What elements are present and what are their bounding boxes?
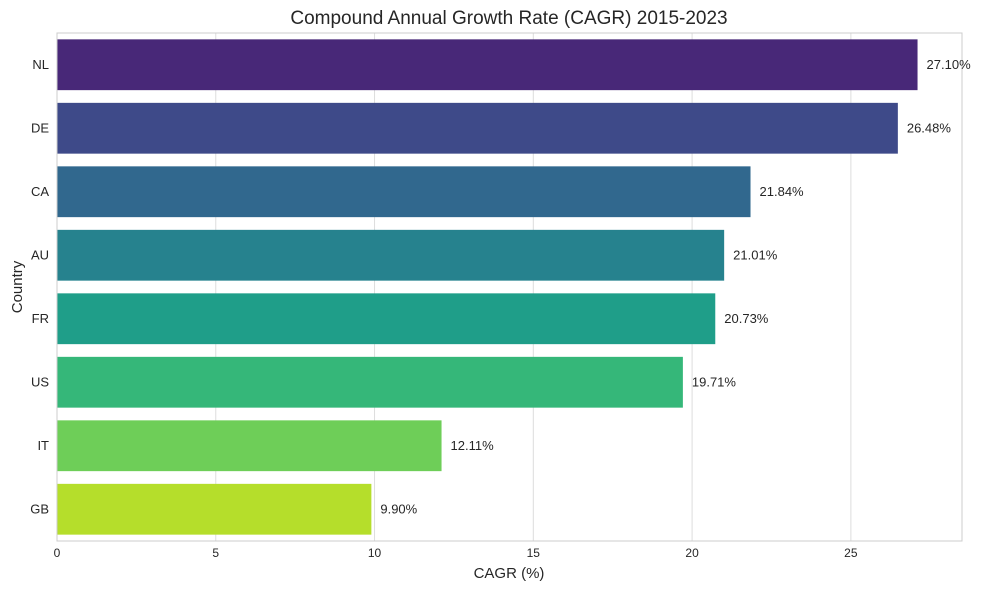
bar-nl: [57, 39, 918, 91]
y-tick-label: GB: [30, 501, 49, 516]
x-tick-label: 0: [54, 546, 61, 560]
y-tick-label: CA: [31, 184, 49, 199]
bar-us: [57, 356, 683, 408]
y-tick-label: NL: [32, 57, 49, 72]
x-tick-label: 20: [685, 546, 699, 560]
bar-fr: [57, 293, 716, 345]
bar-au: [57, 229, 725, 281]
y-axis-label: Country: [9, 260, 26, 313]
data-label: 19.71%: [692, 374, 737, 389]
x-tick-label: 5: [212, 546, 219, 560]
data-label: 9.90%: [380, 501, 417, 516]
plot-area-frame: [56, 32, 963, 542]
x-tick-label: 10: [368, 546, 382, 560]
y-axis-ticks: NL DE CA AU FR US IT GB: [30, 57, 49, 517]
x-tick-label: 15: [527, 546, 541, 560]
chart-title: Compound Annual Growth Rate (CAGR) 2015-…: [290, 8, 727, 29]
x-axis-label: CAGR (%): [474, 565, 545, 582]
data-label: 27.10%: [927, 57, 972, 72]
data-label: 26.48%: [907, 120, 952, 135]
y-tick-label: DE: [31, 120, 49, 135]
bars: [57, 39, 918, 535]
data-label: 20.73%: [724, 311, 769, 326]
x-axis-ticks: 0 5 10 15 20 25: [54, 546, 858, 560]
y-tick-label: FR: [32, 311, 49, 326]
data-label: 21.01%: [733, 247, 778, 262]
y-tick-label: AU: [31, 247, 49, 262]
data-label: 21.84%: [760, 184, 805, 199]
x-tick-label: 25: [844, 546, 858, 560]
y-tick-label: IT: [37, 438, 49, 453]
data-labels: 27.10% 26.48% 21.84% 21.01% 20.73% 19.71% 12.1…: [380, 57, 971, 517]
bar-it: [57, 420, 442, 472]
bar-gb: [57, 483, 372, 535]
y-tick-label: US: [31, 374, 49, 389]
data-label: 12.11%: [451, 438, 495, 453]
bar-ca: [57, 166, 751, 218]
bar-de: [57, 102, 898, 154]
